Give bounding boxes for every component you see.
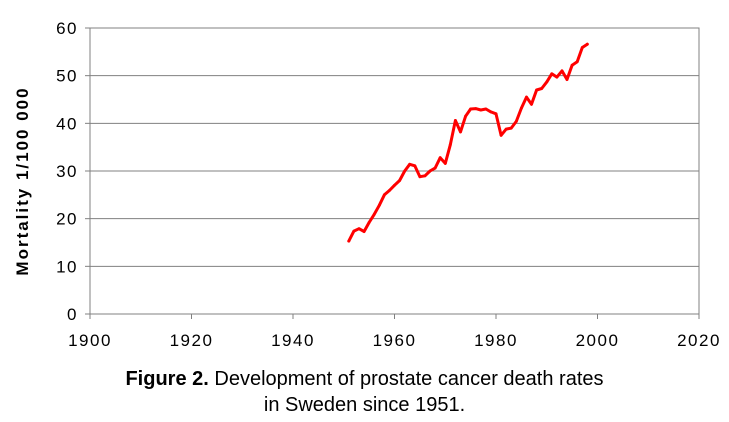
data-point	[357, 227, 361, 231]
data-point	[443, 162, 447, 165]
data-point	[535, 88, 538, 92]
data-point	[383, 193, 386, 197]
x-tick-label: 1920	[170, 331, 214, 350]
data-point	[459, 130, 462, 134]
y-tick-label: 40	[56, 114, 78, 133]
data-point	[499, 133, 503, 137]
data-point	[489, 110, 493, 114]
series-layer	[347, 42, 589, 243]
data-point	[585, 42, 589, 46]
data-point	[545, 80, 549, 84]
data-point	[560, 69, 564, 73]
data-point	[520, 106, 523, 110]
data-point	[514, 120, 518, 123]
y-tick-label: 10	[56, 257, 78, 276]
data-point	[479, 108, 483, 112]
y-tick-label: 60	[56, 19, 78, 38]
data-point	[423, 174, 427, 178]
caption-line-1: Development of prostate cancer death rat…	[214, 368, 604, 390]
x-tick-label: 1960	[373, 331, 417, 350]
data-point	[388, 189, 391, 192]
data-point	[469, 107, 472, 111]
data-point	[428, 169, 432, 173]
data-point	[454, 119, 457, 122]
data-point	[347, 239, 351, 243]
data-point	[525, 95, 528, 99]
y-tick-label: 50	[56, 67, 78, 86]
x-tick-label: 1980	[474, 331, 518, 350]
figure-caption: Figure 2. Development of prostate cancer…	[0, 366, 729, 418]
x-axis-ticks: 1900 1920 1940 1960 1980 2000 2020	[68, 314, 721, 350]
data-point	[438, 156, 442, 160]
gridlines	[90, 27, 699, 315]
data-point	[448, 143, 452, 147]
data-point	[509, 126, 513, 130]
x-tick-label: 2020	[677, 331, 721, 350]
data-point	[398, 179, 401, 182]
data-point	[372, 213, 376, 216]
data-point	[393, 183, 396, 187]
data-point	[377, 203, 381, 207]
data-point	[403, 169, 407, 173]
y-tick-label: 30	[56, 162, 78, 181]
x-tick-label: 1900	[68, 331, 112, 350]
data-point	[413, 164, 417, 168]
caption-line-2: in Sweden since 1951.	[263, 394, 466, 416]
data-point	[580, 46, 584, 49]
data-point	[362, 230, 366, 233]
caption-label: Figure 2.	[125, 368, 209, 390]
data-point	[408, 162, 412, 166]
data-point	[352, 229, 356, 233]
data-point	[530, 102, 533, 106]
y-axis-ticks: 0 10 20 30 40 50 60	[56, 19, 90, 324]
data-point	[575, 60, 579, 64]
data-point	[565, 78, 569, 81]
x-tick-label: 2000	[576, 331, 620, 350]
y-tick-label: 20	[56, 210, 78, 229]
data-point	[570, 63, 574, 67]
data-point	[418, 175, 422, 179]
data-point	[540, 87, 544, 90]
data-point	[494, 112, 498, 116]
data-point	[433, 166, 437, 170]
y-tick-label: 0	[67, 305, 78, 324]
data-point	[484, 107, 488, 111]
line-chart: 0 10 20 30 40 50 60 1900 1920 1940 1960 1980 2000 20…	[13, 19, 721, 350]
data-point	[474, 107, 478, 110]
x-tick-label: 1940	[271, 331, 315, 350]
data-point	[464, 114, 467, 118]
data-point	[367, 221, 371, 224]
data-point	[555, 75, 559, 79]
data-point	[504, 127, 508, 131]
data-point	[550, 72, 554, 76]
y-axis-label: Mortality 1/100 000	[13, 86, 32, 275]
